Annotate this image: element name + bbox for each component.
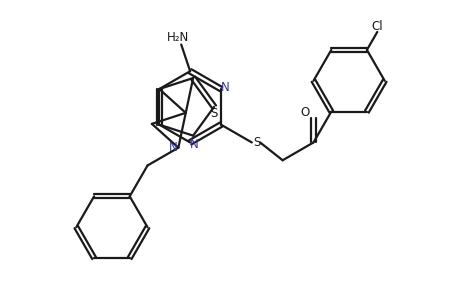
Text: N: N	[190, 138, 199, 151]
Text: S: S	[253, 136, 260, 149]
Text: H₂N: H₂N	[167, 31, 189, 44]
Text: S: S	[210, 107, 218, 120]
Text: Cl: Cl	[372, 19, 383, 33]
Text: O: O	[300, 106, 309, 119]
Text: N: N	[221, 81, 230, 94]
Text: N: N	[169, 141, 178, 154]
